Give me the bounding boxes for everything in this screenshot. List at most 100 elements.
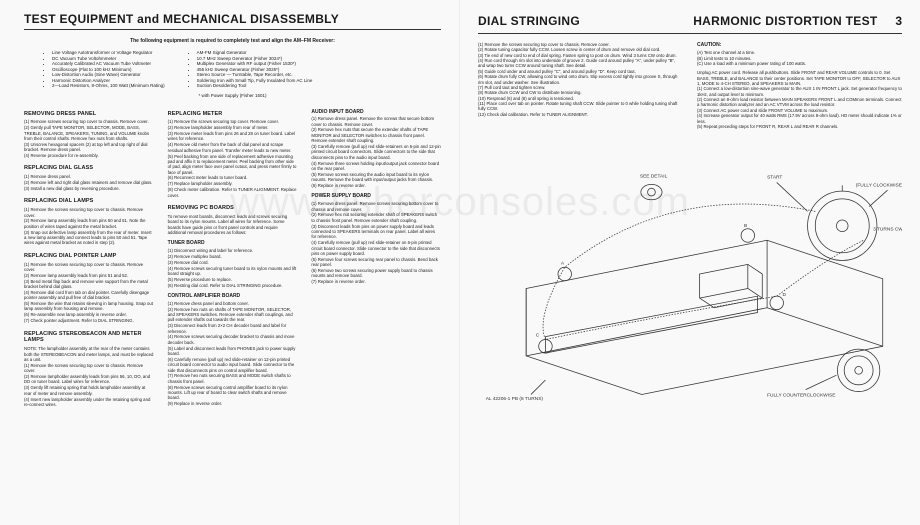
page-spread: TEST EQUIPMENT and MECHANICAL DISASSEMBL… — [0, 0, 920, 525]
label-fully-ccw: FULLY COUNTERCLOCKWISE — [767, 393, 835, 399]
procedure-step: (5) Remove four screws securing rear pan… — [311, 257, 441, 268]
sec-pcboards-head: REMOVING PC BOARDS — [168, 205, 298, 212]
right-header: DIAL STRINGING HARMONIC DISTORTION TEST … — [478, 12, 902, 34]
procedure-step: (7) Remove hex nuts securing BASS and MO… — [168, 373, 298, 384]
col-2: REPLACING METER (1) Remove the screws se… — [168, 104, 298, 408]
sec-meter-head: REPLACING METER — [168, 111, 298, 118]
procedure-step: (3) Remove dial cord. — [168, 260, 298, 265]
procedure-step: (2) Remove lampholder assembly leads fro… — [24, 374, 154, 385]
procedure-step: (3) Unscrew hexagonal spacers (2) at top… — [24, 142, 154, 153]
equip-item: Accurately Calibrated AC Vacuum Tube Vol… — [52, 61, 165, 66]
col-1: REMOVING DRESS PANEL (1) Remove screws s… — [24, 104, 154, 408]
col-3: AUDIO INPUT BOARD (1) Remove dress panel… — [311, 104, 441, 408]
procedure-step: (11) Place cord over tab on pointer. Rot… — [478, 101, 683, 112]
sec-dial-glass-head: REPLACING DIAL GLASS — [24, 165, 154, 172]
procedure-step: (1) Remove dress panel. Remove screws se… — [311, 201, 441, 212]
left-page: TEST EQUIPMENT and MECHANICAL DISASSEMBL… — [0, 0, 460, 525]
procedure-step: (2) Remove multiplex board. — [168, 254, 298, 259]
procedure-step: (6) Carefully remove (pull up) red slide… — [168, 357, 298, 373]
equip-item: Multiplex Generator with RF output (Fish… — [197, 61, 313, 66]
equip-list-right: AM-FM Signal Generator10.7 MHz Sweep Gen… — [189, 50, 313, 89]
caution-heading: CAUTION: — [697, 42, 902, 48]
procedure-step: (2) Remove left and right dial glass ret… — [24, 180, 154, 185]
procedure-step: (9) Replace in reverse order. — [168, 401, 298, 406]
harmonic-test-col: CAUTION: (A) Test one channel at a time.… — [697, 42, 902, 129]
procedure-step: (2) Remove lamp assembly leads from pins… — [24, 218, 154, 229]
procedure-step: (1) Remove dress panel and bottom cover. — [168, 301, 298, 306]
equip-item: 2—Load Resistors, 8-Ohms, 100 Watt (Mini… — [52, 83, 165, 88]
procedure-step: (2) Rotate tuning capacitor fully CCW. L… — [478, 47, 683, 52]
sub-ctrl-head: CONTROL AMPLIFIER BOARD — [168, 293, 298, 299]
label-fully-cw: (FULLY CLOCKWISE) — [856, 183, 902, 189]
procedure-step: (7) Check pointer adjustment. Refer to D… — [24, 318, 154, 323]
procedure-step: (6) Restring dial cord. Refer to DIAL ST… — [168, 283, 298, 288]
procedure-step: (6) Replace in reverse order. — [311, 183, 441, 188]
procedure-step: To remove most boards, disconnect leads … — [168, 214, 298, 235]
label-pulley-c: C — [536, 333, 540, 339]
procedure-step: (1) Remove the screws securing top cover… — [168, 119, 298, 124]
procedure-step: (4) Remove dial cord from tab on dial po… — [24, 290, 154, 301]
equip-item: AM-FM Signal Generator — [197, 50, 313, 55]
label-detail: SEE DETAIL — [640, 174, 668, 180]
procedure-step: (5) Peel backing from one side of replac… — [168, 154, 298, 175]
procedure-step: (5) Repeat preceding steps for FRONT R, … — [697, 124, 902, 129]
procedure-step: (3) Gently lift retaining spring that ho… — [24, 385, 154, 396]
page-number: 3 — [895, 14, 902, 28]
procedure-step: (8) Remove screws securing control ampli… — [168, 385, 298, 401]
procedure-step: (3) Snap out defective lamp assembly fro… — [24, 230, 154, 246]
sub-tuner-head: TUNER BOARD — [168, 240, 298, 246]
procedure-step: (7) Replace in reverse order. — [311, 279, 441, 284]
equip-item: 455 kHz Sweep Generator (Fisher 3025*) — [197, 67, 313, 72]
procedure-step: (1) Remove the screws securing top cover… — [24, 363, 154, 374]
right-page: DIAL STRINGING HARMONIC DISTORTION TEST … — [460, 0, 920, 525]
dial-stringing-steps: (1) Remove the screws securing top cover… — [478, 42, 683, 129]
sec-stereobeacon-head: REPLACING STEREOBEACON AND METER LAMPS — [24, 331, 154, 345]
procedure-step: (4) Remove screws securing decoder brack… — [168, 334, 298, 345]
dial-stringing-diagram: START (FULLY CLOCKWISE) AL 42206-1 PB (8… — [478, 139, 902, 409]
procedure-step: (4) Carefully remove (pull up) red slide… — [311, 240, 441, 256]
procedure-step: (6) Rotate drum fully CW, allowing cord … — [478, 74, 683, 85]
procedure-step: (1) Remove the screws securing top cover… — [24, 207, 154, 218]
equipment-intro: The following equipment is required to c… — [24, 38, 441, 44]
procedure-step: (2) Remove lamp assembly leads from pins… — [24, 273, 154, 278]
procedure-step: (4) Run cord through rim slot into under… — [478, 58, 683, 69]
content-columns: REMOVING DRESS PANEL (1) Remove screws s… — [24, 104, 441, 408]
label-pulley-a: A — [561, 261, 565, 267]
procedure-step: (6) Re-assemble new lamp assembly in rev… — [24, 312, 154, 317]
procedure-step: (2) Remove hex nuts on shafts of TAPE MO… — [168, 307, 298, 323]
procedure-step: (2) Gently pull TAPE MONITOR, SELECTOR, … — [24, 125, 154, 141]
right-top-columns: (1) Remove the screws securing top cover… — [478, 42, 902, 129]
right-title-2: HARMONIC DISTORTION TEST — [693, 14, 877, 28]
equip-item: Harmonic Distortion Analyzer — [52, 78, 165, 83]
label-eight-turns: AL 42206-1 PB (8 TURNS) — [486, 397, 544, 403]
procedure-step: (4) Remove screws securing tuner board t… — [168, 266, 298, 277]
label-pulley-b: B — [744, 223, 747, 229]
equip-item: Stereo Source — Turntable, Tape Recorder… — [197, 72, 313, 77]
procedure-step: (5) Remove screws securing the audio inp… — [311, 172, 441, 183]
procedure-step: (6) Reconnect meter leads to tuner board… — [168, 175, 298, 180]
diagram-svg: START (FULLY CLOCKWISE) AL 42206-1 PB (8… — [478, 139, 902, 409]
equip-item: Line Voltage Autotransformer or Voltage … — [52, 50, 165, 55]
procedure-step: (1) Remove the screws securing top cover… — [24, 262, 154, 273]
procedure-step: (2) Remove lampholder assembly from rear… — [168, 125, 298, 130]
procedure-step: NOTE: The lampholder assembly at the rea… — [24, 346, 154, 362]
procedure-step: (4) Insert new lampholder assembly under… — [24, 397, 154, 408]
procedure-step: (8) Check meter calibration. Refer to TU… — [168, 187, 298, 198]
procedure-step: (4) Increase generator output for 40 wat… — [697, 113, 902, 124]
equip-item: Low-Distortion Audio (Sine Wave) Generat… — [52, 72, 165, 77]
procedure-step: (3) Disconnect leads from pins on power … — [311, 224, 441, 240]
procedure-step: (3) Bend metal flap back and remove wire… — [24, 279, 154, 290]
right-title-1: DIAL STRINGING — [478, 14, 580, 28]
label-pulley-d: D — [783, 292, 787, 298]
procedure-step: (7) Replace lampholder assembly. — [168, 181, 298, 186]
sub-audio-head: AUDIO INPUT BOARD — [311, 109, 441, 115]
equipment-columns: Line Voltage Autotransformer or Voltage … — [24, 50, 441, 89]
procedure-step: (2) Connect an 8-ohm load resistor betwe… — [697, 97, 902, 108]
sec-pointer-lamp-head: REPLACING DIAL POINTER LAMP — [24, 253, 154, 260]
left-header: TEST EQUIPMENT and MECHANICAL DISASSEMBL… — [24, 12, 441, 30]
procedure-step: (2) Remove hex nuts that secure the exte… — [311, 127, 441, 143]
equip-item: 10.7 MHz Sweep Generator (Fisher 3024*) — [197, 56, 313, 61]
procedure-step: (1) Remove dress panel. Remove the screw… — [311, 116, 441, 127]
equip-item: Suction Desoldering Tool — [197, 83, 313, 88]
procedure-step: Unplug AC power cord. Release all pushbu… — [697, 70, 902, 86]
